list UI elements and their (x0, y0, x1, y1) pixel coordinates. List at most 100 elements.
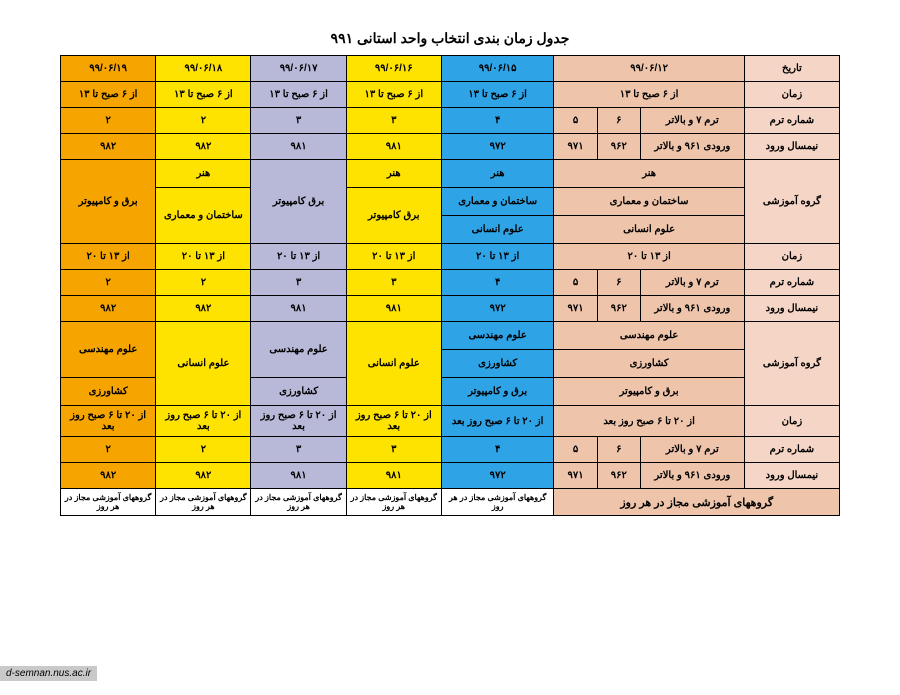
cell-term7: ترم ۷ و بالاتر (640, 108, 744, 134)
row-footer-groups: گروههای آموزشی مجاز در هر روز گروههای آم… (61, 489, 840, 516)
cell-time-m4: از ۶ صبح تا ۱۳ (251, 82, 346, 108)
cell-time-n6: از ۲۰ تا ۶ صبح روز بعد (61, 406, 156, 437)
cell-e2-982a: ۹۸۲ (156, 296, 251, 322)
cell-g-barghk: برق کامپیوتر (251, 160, 346, 244)
cell-term4: ۴ (441, 108, 554, 134)
cell-time-n5: از ۲۰ تا ۶ صبح روز بعد (156, 406, 251, 437)
cell-e971: ۹۷۱ (554, 134, 597, 160)
cell-t3-2b: ۲ (61, 437, 156, 463)
cell-g2-moh6: علوم مهندسی (61, 322, 156, 378)
cell-g-honar4: هنر (156, 160, 251, 188)
cell-t2-4: ۴ (441, 270, 554, 296)
cell-e3-971: ۹۷۱ (554, 463, 597, 489)
cell-g-sakht4: ساختمان و معماری (156, 188, 251, 244)
cell-g-sakht: ساختمان و معماری (554, 188, 744, 216)
row-entry-2: نیمسال ورود ورودی ۹۶۱ و بالاتر ۹۶۲ ۹۷۱ ۹… (61, 296, 840, 322)
cell-date-4: ۹۹/۰۶/۱۷ (251, 56, 346, 82)
cell-time-m2: از ۶ صبح تا ۱۳ (441, 82, 554, 108)
cell-t3-4: ۴ (441, 437, 554, 463)
cell-e3-981a: ۹۸۱ (346, 463, 441, 489)
row-entry-3: نیمسال ورود ورودی ۹۶۱ و بالاتر ۹۶۲ ۹۷۱ ۹… (61, 463, 840, 489)
hdr-term-2: شماره ترم (744, 270, 839, 296)
cell-time-a4: از ۱۳ تا ۲۰ (251, 244, 346, 270)
row-group-m2: ساختمان و معماری ساختمان و معماری برق کا… (61, 188, 840, 216)
hdr-entry-1: نیمسال ورود (744, 134, 839, 160)
cell-g2-ens3: علوم انسانی (346, 322, 441, 406)
watermark: d-semnan.nus.ac.ir (0, 666, 97, 681)
cell-t2-7: ترم ۷ و بالاتر (640, 270, 744, 296)
cell-g2-kesh4: کشاورزی (251, 378, 346, 406)
cell-e2-972: ۹۷۲ (441, 296, 554, 322)
schedule-table: تاریخ ۹۹/۰۶/۱۲ ۹۹/۰۶/۱۵ ۹۹/۰۶/۱۶ ۹۹/۰۶/۱… (60, 55, 840, 516)
row-group-a1: گروه آموزشی علوم مهندسی علوم مهندسی علوم… (61, 322, 840, 350)
cell-e982a: ۹۸۲ (156, 134, 251, 160)
cell-e3-982a: ۹۸۲ (156, 463, 251, 489)
cell-t2-5: ۵ (554, 270, 597, 296)
cell-g2-moh4: علوم مهندسی (251, 322, 346, 378)
cell-time-a6: از ۱۳ تا ۲۰ (61, 244, 156, 270)
cell-time-m5: از ۶ صبح تا ۱۳ (156, 82, 251, 108)
cell-e3-961: ورودی ۹۶۱ و بالاتر (640, 463, 744, 489)
cell-e972: ۹۷۲ (441, 134, 554, 160)
cell-g-honar3: هنر (346, 160, 441, 188)
cell-t2-6: ۶ (597, 270, 640, 296)
cell-g2-moh2: علوم مهندسی (441, 322, 554, 350)
cell-t3-3b: ۳ (251, 437, 346, 463)
hdr-time-3: زمان (744, 406, 839, 437)
cell-time-a1: از ۱۳ تا ۲۰ (554, 244, 744, 270)
cell-e3-962: ۹۶۲ (597, 463, 640, 489)
row-time-night: زمان از ۲۰ تا ۶ صبح روز بعد از ۲۰ تا ۶ ص… (61, 406, 840, 437)
row-time-morning: زمان از ۶ صبح تا ۱۳ از ۶ صبح تا ۱۳ از ۶ … (61, 82, 840, 108)
cell-g2-moh: علوم مهندسی (554, 322, 744, 350)
cell-foot-label: گروههای آموزشی مجاز در هر روز (554, 489, 840, 516)
cell-g-honar: هنر (554, 160, 744, 188)
cell-e2-981a: ۹۸۱ (346, 296, 441, 322)
cell-g2-ens5: علوم انسانی (156, 322, 251, 406)
cell-t3-7: ترم ۷ و بالاتر (640, 437, 744, 463)
cell-time-a3: از ۱۳ تا ۲۰ (346, 244, 441, 270)
cell-time-n3: از ۲۰ تا ۶ صبح روز بعد (346, 406, 441, 437)
cell-term2b: ۲ (61, 108, 156, 134)
cell-t3-5: ۵ (554, 437, 597, 463)
cell-time-n2: از ۲۰ تا ۶ صبح روز بعد (441, 406, 554, 437)
row-group-m1: گروه آموزشی هنر هنر هنر برق کامپیوتر هنر… (61, 160, 840, 188)
cell-g2-kesh: کشاورزی (554, 350, 744, 378)
hdr-term-1: شماره ترم (744, 108, 839, 134)
cell-e2-982b: ۹۸۲ (61, 296, 156, 322)
cell-t2-3a: ۳ (346, 270, 441, 296)
cell-foot-4: گروههای آموزشی مجاز در هر روز (251, 489, 346, 516)
cell-g-honar2: هنر (441, 160, 554, 188)
cell-time-a2: از ۱۳ تا ۲۰ (441, 244, 554, 270)
hdr-entry-2: نیمسال ورود (744, 296, 839, 322)
cell-g-bargh6: برق و کامپیوتر (61, 160, 156, 244)
hdr-term-3: شماره ترم (744, 437, 839, 463)
cell-time-n1: از ۲۰ تا ۶ صبح روز بعد (554, 406, 744, 437)
cell-g-ensani2: علوم انسانی (441, 216, 554, 244)
cell-foot-2: گروههای آموزشی مجاز در هر روز (441, 489, 554, 516)
cell-term3b: ۳ (251, 108, 346, 134)
cell-t3-2a: ۲ (156, 437, 251, 463)
cell-date-2: ۹۹/۰۶/۱۵ (441, 56, 554, 82)
cell-term5: ۵ (554, 108, 597, 134)
cell-t2-2b: ۲ (61, 270, 156, 296)
cell-time-n4: از ۲۰ تا ۶ صبح روز بعد (251, 406, 346, 437)
cell-t2-2a: ۲ (156, 270, 251, 296)
cell-g-barghk3: برق کامپیوتر (346, 188, 441, 244)
hdr-date: تاریخ (744, 56, 839, 82)
cell-term6: ۶ (597, 108, 640, 134)
cell-e961: ورودی ۹۶۱ و بالاتر (640, 134, 744, 160)
row-dates: تاریخ ۹۹/۰۶/۱۲ ۹۹/۰۶/۱۵ ۹۹/۰۶/۱۶ ۹۹/۰۶/۱… (61, 56, 840, 82)
cell-e2-981b: ۹۸۱ (251, 296, 346, 322)
row-entry-1: نیمسال ورود ورودی ۹۶۱ و بالاتر ۹۶۲ ۹۷۱ ۹… (61, 134, 840, 160)
cell-foot-5: گروههای آموزشی مجاز در هر روز (156, 489, 251, 516)
cell-e2-962: ۹۶۲ (597, 296, 640, 322)
row-time-afternoon: زمان از ۱۳ تا ۲۰ از ۱۳ تا ۲۰ از ۱۳ تا ۲۰… (61, 244, 840, 270)
hdr-group-2: گروه آموزشی (744, 322, 839, 406)
cell-g-sakht2: ساختمان و معماری (441, 188, 554, 216)
row-term-1: شماره ترم ترم ۷ و بالاتر ۶ ۵ ۴ ۳ ۳ ۲ ۲ (61, 108, 840, 134)
cell-e981a: ۹۸۱ (346, 134, 441, 160)
cell-foot-3: گروههای آموزشی مجاز در هر روز (346, 489, 441, 516)
hdr-time-1: زمان (744, 82, 839, 108)
cell-time-a5: از ۱۳ تا ۲۰ (156, 244, 251, 270)
cell-date-3: ۹۹/۰۶/۱۶ (346, 56, 441, 82)
